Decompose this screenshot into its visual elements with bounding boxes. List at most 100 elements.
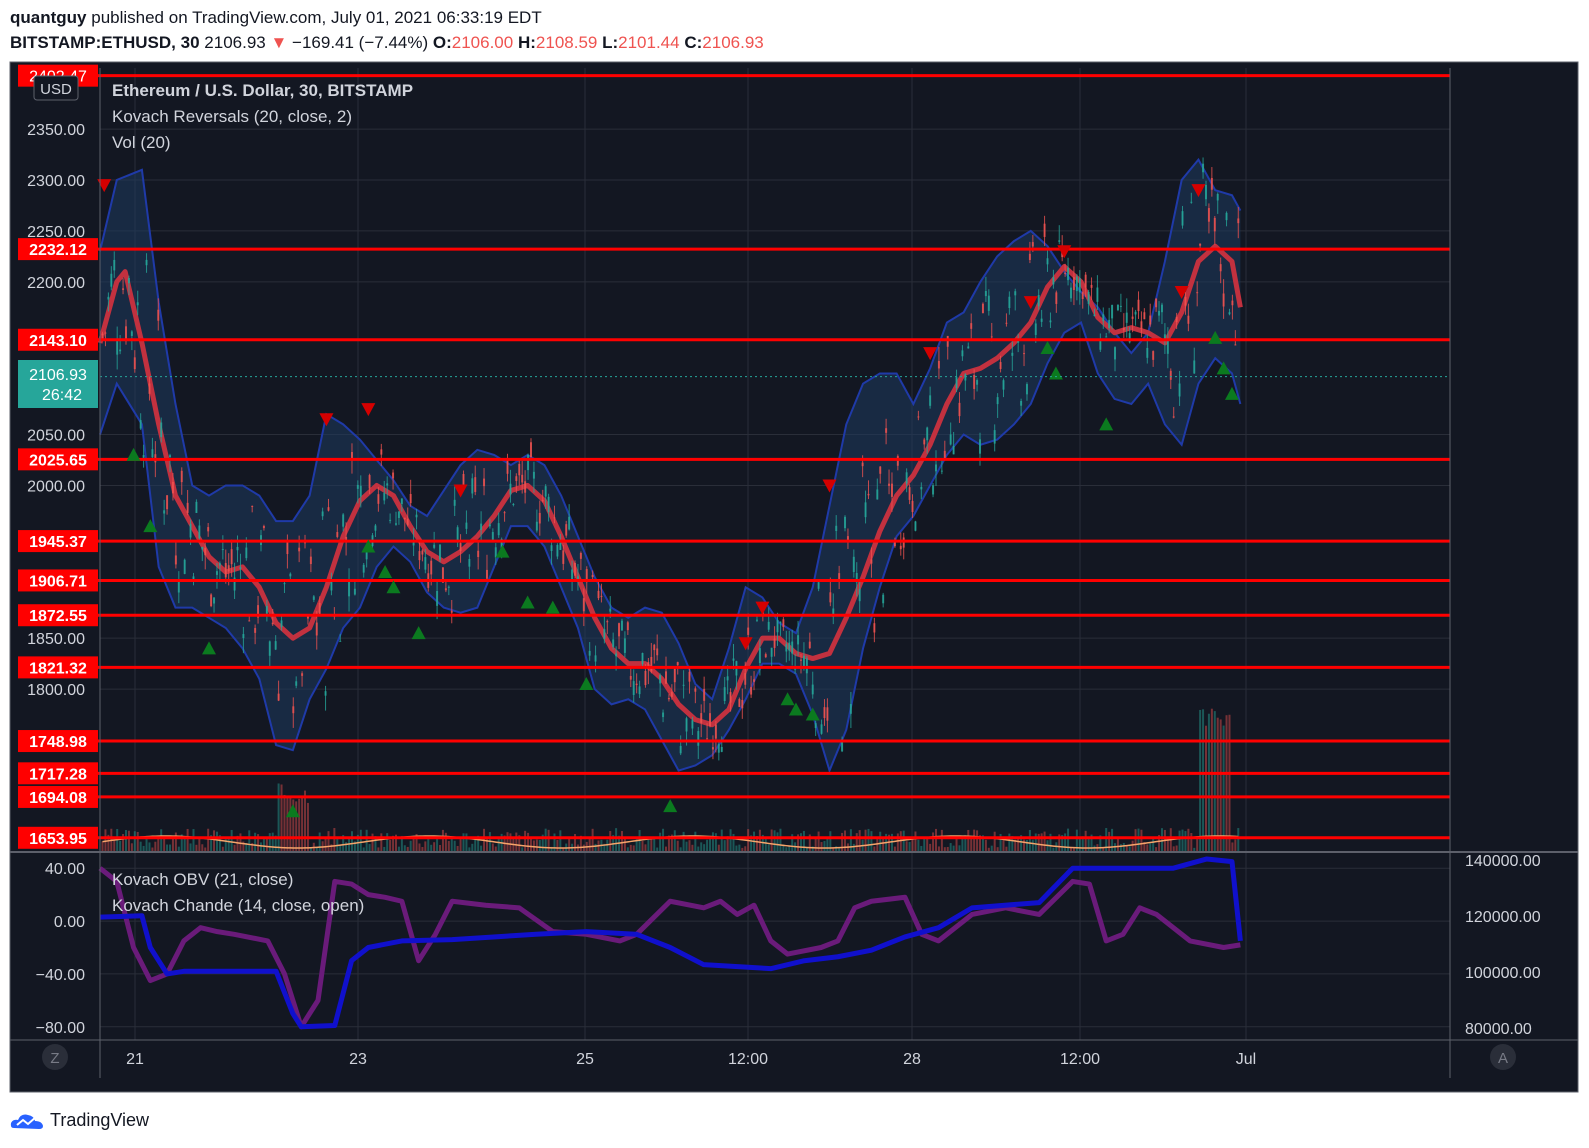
volume-bar — [1143, 841, 1146, 852]
volume-bar — [462, 833, 465, 852]
time-tick-5: 12:00 — [1060, 1051, 1100, 1068]
volume-bar — [896, 833, 899, 852]
volume-bar — [1069, 847, 1072, 852]
buy-signal-icon — [788, 702, 803, 716]
time-tick-0: 21 — [126, 1051, 144, 1068]
candle-body — [1163, 334, 1166, 340]
cloud-icon — [10, 1114, 44, 1129]
volume-bar — [439, 844, 442, 852]
candle-body — [1199, 243, 1202, 246]
candle-body — [606, 621, 609, 623]
a-button[interactable] — [1490, 1044, 1516, 1070]
volume-bar — [506, 832, 509, 852]
volume-bar — [785, 847, 788, 852]
volume-bar — [259, 842, 262, 852]
candle-body — [353, 588, 356, 595]
reversal-signals — [97, 179, 1450, 818]
candle-body — [937, 360, 940, 369]
candle-body — [662, 712, 665, 718]
candle-body — [612, 639, 615, 647]
candle-body — [788, 642, 791, 651]
volume-bar — [1158, 835, 1161, 852]
volume-bar — [198, 837, 201, 852]
candle-body — [1228, 312, 1231, 315]
candle-body — [682, 684, 685, 686]
candle-body — [562, 550, 565, 564]
candle-body — [444, 588, 447, 591]
candle-body — [647, 662, 650, 670]
candle-body — [324, 691, 327, 696]
volume-bar — [286, 796, 289, 852]
current-price-label: 2106.93 — [29, 367, 87, 384]
level-label-bg-1 — [18, 328, 98, 351]
volume-bar — [1219, 719, 1222, 852]
candle-body — [312, 596, 315, 600]
candle-body — [274, 641, 277, 650]
volume-bar — [1081, 836, 1084, 852]
candle-body — [579, 552, 582, 559]
author-name[interactable]: quantguy — [10, 8, 87, 27]
volume-bar — [984, 839, 987, 852]
candle-body — [471, 478, 474, 494]
volume-bar — [491, 843, 494, 852]
volume-bar — [738, 844, 741, 852]
volume-bar — [879, 831, 882, 852]
candle-body — [1213, 217, 1216, 232]
z-button[interactable] — [42, 1044, 68, 1070]
volume-bar — [1040, 833, 1043, 852]
candle-body — [192, 576, 195, 581]
volume-bar — [468, 847, 471, 852]
volume-bar — [441, 829, 444, 852]
volume-bar — [151, 847, 154, 852]
volume-bar — [714, 833, 717, 852]
volume-bar — [855, 833, 858, 852]
candle-body — [468, 559, 471, 567]
axes: 2350.00 2300.00 2250.00 2200.00 2050.00 2000.… — [10, 68, 1578, 1078]
close-value: 2106.93 — [702, 33, 764, 52]
candle-body — [356, 484, 359, 489]
candle-body — [145, 259, 148, 266]
sell-signal-icon — [1174, 286, 1189, 299]
buy-signal-icon — [495, 544, 510, 558]
candle-body — [990, 336, 993, 338]
candle-body — [301, 673, 304, 676]
candle-body — [571, 569, 574, 582]
volume-bar — [664, 846, 667, 852]
candle-body — [204, 547, 207, 556]
candle-body — [459, 543, 462, 551]
candle-body — [770, 647, 773, 657]
candle-body — [996, 397, 999, 405]
candle-body — [667, 697, 670, 700]
volume-bar — [160, 829, 163, 852]
candle-body — [277, 693, 280, 701]
candle-body — [600, 595, 603, 597]
volume-bar — [682, 831, 685, 852]
volume-bar — [899, 831, 902, 852]
candle-body — [124, 326, 127, 342]
candle-body — [908, 487, 911, 500]
price-tick-6: 1850.00 — [27, 631, 85, 648]
candle-body — [210, 594, 213, 607]
volume-bar — [1187, 828, 1190, 852]
candle-body — [711, 747, 714, 750]
volume-bar — [450, 837, 453, 852]
price-tick-3: 2200.00 — [27, 275, 85, 292]
volume-bar — [720, 829, 723, 852]
volume-bar — [1181, 829, 1184, 852]
level-label-10: 1653.95 — [29, 831, 87, 848]
candle-body — [515, 476, 518, 481]
published-text: published on TradingView.com, July 01, 2… — [91, 8, 542, 27]
candle-body — [638, 686, 641, 695]
volume-bar — [298, 798, 301, 852]
candle-body — [864, 502, 867, 518]
volume-bar — [1146, 844, 1149, 852]
volume-bar — [717, 844, 720, 852]
tradingview-logo[interactable]: TradingView — [10, 1110, 149, 1131]
candle-body — [635, 683, 638, 686]
candle-body — [257, 605, 260, 618]
volume-bar — [535, 839, 538, 852]
candle-body — [345, 536, 348, 543]
volume-bar — [893, 846, 896, 852]
chart-canvas[interactable]: 2232.12 2143.10 2025.65 1945.37 1906.71 1872.… — [0, 0, 1589, 1100]
candle-body — [717, 744, 720, 753]
